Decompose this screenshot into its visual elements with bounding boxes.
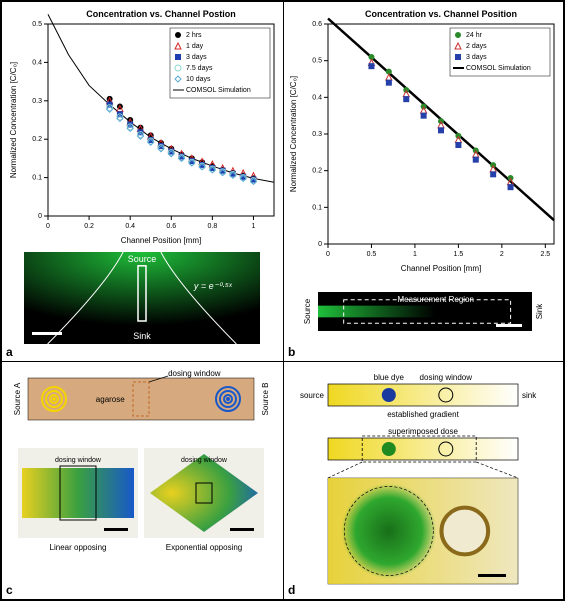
svg-text:Linear opposing: Linear opposing	[50, 543, 107, 552]
svg-text:0.3: 0.3	[312, 131, 322, 138]
svg-text:Channel Position [mm]: Channel Position [mm]	[401, 264, 481, 273]
svg-text:Normalized Concentration [C/C₀: Normalized Concentration [C/C₀]	[9, 62, 18, 178]
diagram-c: dosing window agarose Source A Source B dosi…	[6, 370, 276, 590]
svg-text:0.5: 0.5	[367, 251, 377, 258]
svg-text:1: 1	[413, 251, 417, 258]
svg-text:2.5: 2.5	[540, 251, 550, 258]
svg-text:1: 1	[252, 223, 256, 230]
svg-text:0.4: 0.4	[125, 223, 135, 230]
svg-text:Sink: Sink	[133, 331, 151, 341]
svg-text:Exponential opposing: Exponential opposing	[166, 543, 243, 552]
svg-text:Normalized Concentration [C/C₀: Normalized Concentration [C/C₀]	[289, 76, 298, 192]
svg-text:0.5: 0.5	[312, 58, 322, 65]
svg-text:Concentration vs. Channel Post: Concentration vs. Channel Postion	[86, 9, 236, 19]
svg-text:0.4: 0.4	[312, 94, 322, 101]
panel-a: Concentration vs. Channel Postion 0 0.2 0.4…	[2, 2, 284, 362]
svg-text:0.3: 0.3	[32, 98, 42, 105]
svg-text:0: 0	[326, 251, 330, 258]
svg-text:Source B: Source B	[261, 383, 270, 416]
panel-b: Concentration vs. Channel Position 0 0.5 1 1…	[284, 2, 563, 362]
svg-text:2 hrs: 2 hrs	[186, 32, 202, 39]
svg-text:sink: sink	[522, 391, 537, 400]
svg-text:0.1: 0.1	[312, 204, 322, 211]
svg-text:established gradient: established gradient	[387, 410, 459, 419]
figure-container: Concentration vs. Channel Postion 0 0.2 0.4…	[0, 0, 565, 601]
panel-c: dosing window agarose Source A Source B dosi…	[2, 362, 284, 599]
chart-b: Concentration vs. Channel Position 0 0.5 1 1…	[286, 6, 560, 276]
svg-text:1.5: 1.5	[454, 251, 464, 258]
svg-text:0: 0	[318, 241, 322, 248]
photo-a: Source Sink y = e⁻⁰·⁵ˣ	[24, 252, 260, 344]
svg-text:0.6: 0.6	[312, 21, 322, 28]
svg-text:0.6: 0.6	[166, 223, 176, 230]
svg-text:10 days: 10 days	[186, 76, 211, 83]
svg-text:2 days: 2 days	[466, 43, 487, 50]
svg-text:24 hr: 24 hr	[466, 32, 483, 39]
svg-text:2: 2	[500, 251, 504, 258]
svg-text:0.2: 0.2	[312, 168, 322, 175]
panel-label-a: a	[6, 345, 13, 359]
svg-text:0.5: 0.5	[32, 21, 42, 28]
svg-text:Source A: Source A	[13, 382, 22, 415]
svg-text:Concentration vs. Channel Posi: Concentration vs. Channel Position	[365, 9, 517, 19]
svg-text:dosing window: dosing window	[55, 457, 102, 464]
panel-d: source sink blue dye dosing window establish…	[284, 362, 563, 599]
chart-a: Concentration vs. Channel Postion 0 0.2 0.4…	[6, 6, 280, 248]
panel-label-d: d	[288, 583, 295, 597]
svg-text:dosing window: dosing window	[420, 373, 473, 382]
svg-text:3 days: 3 days	[466, 54, 487, 61]
svg-text:0: 0	[46, 223, 50, 230]
svg-text:3 days: 3 days	[186, 54, 207, 61]
svg-text:COMSOL Simulation: COMSOL Simulation	[186, 87, 251, 94]
svg-text:source: source	[300, 391, 325, 400]
svg-text:0.8: 0.8	[207, 223, 217, 230]
svg-text:Channel Position [mm]: Channel Position [mm]	[121, 236, 201, 245]
svg-text:superimposed dose: superimposed dose	[388, 427, 458, 436]
svg-text:0.2: 0.2	[84, 223, 94, 230]
svg-text:blue dye: blue dye	[374, 373, 405, 382]
svg-text:1 day: 1 day	[186, 43, 204, 50]
panel-label-c: c	[6, 583, 13, 597]
svg-text:Sink: Sink	[535, 303, 544, 320]
svg-text:y = e⁻⁰·⁵ˣ: y = e⁻⁰·⁵ˣ	[193, 281, 233, 291]
svg-text:dosing window: dosing window	[168, 370, 221, 378]
panel-label-b: b	[288, 345, 295, 359]
svg-text:0.1: 0.1	[32, 175, 42, 182]
svg-text:Source: Source	[128, 254, 157, 264]
svg-text:agarose: agarose	[96, 395, 125, 404]
svg-text:Measurement Region: Measurement Region	[397, 295, 473, 304]
svg-text:0: 0	[38, 213, 42, 220]
svg-text:7.5 days: 7.5 days	[186, 65, 213, 72]
svg-text:dosing window: dosing window	[181, 457, 228, 464]
photo-b: Source Sink Measurement Region	[304, 284, 546, 339]
svg-text:Source: Source	[304, 298, 312, 324]
svg-text:COMSOL Simulation: COMSOL Simulation	[466, 65, 531, 72]
svg-text:0.2: 0.2	[32, 136, 42, 143]
diagram-d: source sink blue dye dosing window establish…	[288, 368, 558, 590]
svg-text:0.4: 0.4	[32, 59, 42, 66]
